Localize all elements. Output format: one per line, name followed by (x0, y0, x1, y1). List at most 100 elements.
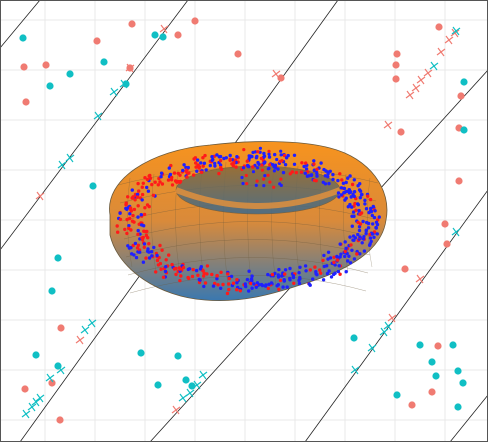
surface-dot (357, 225, 362, 229)
surface-dot (373, 209, 377, 213)
surface-dot (268, 163, 272, 167)
surface-dot (357, 228, 362, 233)
surface-dot (358, 222, 363, 226)
surface-dot (240, 175, 244, 180)
surface-dot (284, 156, 289, 160)
surface-dot (335, 258, 340, 262)
surface-dot (252, 282, 256, 286)
surface-dot (166, 178, 171, 182)
surface-dot (368, 209, 373, 213)
surface-dot (245, 159, 249, 163)
surface-dot (353, 201, 357, 206)
surface-dot (197, 166, 201, 170)
surface-dot (244, 284, 248, 289)
scatter-marker (66, 70, 74, 78)
surface-dot (260, 163, 264, 167)
surface-dot (279, 183, 283, 187)
surface-dot (364, 229, 368, 233)
surface-dot (266, 286, 270, 291)
surface-dot (321, 258, 325, 263)
surface-dot (278, 159, 282, 164)
surface-dot (338, 255, 342, 259)
surface-dot (349, 195, 353, 199)
surface-dot (147, 250, 151, 254)
surface-dot (297, 271, 301, 275)
surface-dot (276, 167, 280, 171)
surface-dot (155, 258, 160, 263)
surface-dot (337, 195, 341, 199)
cross-marker (93, 111, 103, 121)
surface-dot (194, 268, 199, 273)
surface-dot (366, 221, 371, 226)
scatter-marker (137, 349, 145, 357)
surface-dot (377, 215, 381, 219)
surface-dot (158, 243, 162, 248)
surface-dot (342, 191, 346, 195)
scatter-marker (19, 34, 27, 42)
cross-marker (367, 343, 377, 353)
surface-dot (128, 216, 132, 221)
surface-dot (326, 172, 330, 176)
surface-dot (304, 161, 308, 165)
surface-dot (232, 160, 236, 165)
surface-dot (168, 172, 173, 177)
surface-dot (130, 219, 135, 223)
surface-dot (218, 154, 223, 159)
scatter-marker (455, 177, 463, 185)
surface-dot (279, 149, 283, 153)
cross-marker (444, 35, 454, 45)
surface-dot (309, 173, 314, 177)
cross-marker (56, 365, 66, 375)
surface-dot (255, 281, 260, 285)
surface-dot (130, 188, 134, 192)
surface-dot (213, 161, 217, 166)
surface-dot (241, 181, 245, 186)
surface-dot (135, 195, 140, 199)
scatter-marker (48, 379, 56, 387)
surface-dot (149, 250, 154, 254)
cross-marker (383, 120, 393, 130)
surface-dot (145, 203, 150, 207)
surface-dot (142, 224, 146, 228)
surface-dot (371, 204, 375, 209)
diagonal-line (0, 0, 41, 49)
surface-dot (323, 182, 328, 186)
surface-dot (153, 180, 157, 184)
surface-dot (358, 182, 362, 186)
surface-dot (147, 256, 152, 260)
surface-dot (140, 192, 145, 197)
surface-dot (124, 201, 128, 205)
surface-dot (143, 206, 147, 210)
surface-dot (307, 174, 311, 178)
surface-dot (374, 220, 379, 224)
diagonal-line (304, 189, 488, 442)
cross-marker (31, 397, 41, 407)
surface-dot (210, 272, 214, 277)
surface-dot (343, 254, 347, 259)
surface-dot (283, 163, 288, 167)
surface-dot (249, 278, 253, 282)
scatter-marker (48, 287, 56, 295)
surface-dot (281, 285, 285, 289)
scatter-marker (22, 98, 30, 106)
surface-dot (315, 174, 319, 178)
cross-marker (423, 68, 433, 78)
surface-dot (322, 264, 326, 269)
surface-dot (308, 268, 312, 272)
surface-dot (140, 198, 144, 202)
surface-dot (116, 230, 120, 234)
surface-dot (235, 155, 239, 159)
surface-dot (186, 165, 190, 170)
surface-dot (167, 253, 171, 257)
surface-dot (272, 185, 276, 189)
surface-dot (358, 235, 362, 239)
surface-dot (328, 256, 333, 260)
surface-dot (275, 157, 279, 162)
scatter-marker (56, 416, 64, 424)
surface-dot (299, 170, 304, 174)
surface-dot (136, 232, 140, 237)
surface-dot (147, 242, 151, 246)
surface-dot (141, 260, 146, 264)
surface-dot (159, 171, 164, 175)
